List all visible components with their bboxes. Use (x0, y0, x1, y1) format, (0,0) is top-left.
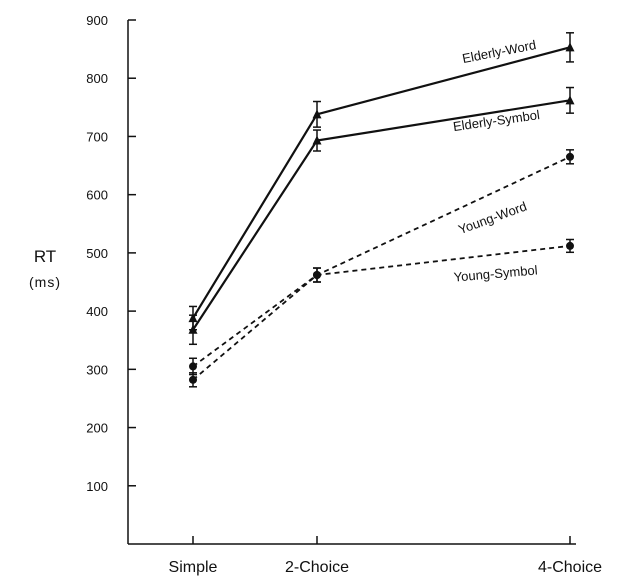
series-group (188, 32, 575, 388)
y-tick-label-800: 800 (86, 71, 108, 86)
data-point-elderly-symbol-1 (312, 135, 322, 145)
x-tick-label-2-choice: 2-Choice (285, 559, 349, 576)
data-point-elderly-word-1 (312, 109, 322, 119)
x-tick-label-simple: Simple (169, 559, 218, 576)
series-young-word (189, 149, 574, 376)
y-tick-label-900: 900 (86, 13, 108, 28)
y-tick-label-500: 500 (86, 246, 108, 261)
data-point-young-symbol-1 (313, 271, 321, 280)
y-tick-label-400: 400 (86, 304, 108, 319)
y-tick-label-300: 300 (86, 362, 108, 377)
data-point-elderly-symbol-0 (188, 324, 198, 334)
data-point-young-symbol-0 (189, 375, 197, 384)
series-young-symbol (189, 238, 574, 388)
series-elderly-word (188, 32, 575, 331)
series-label-young-symbol: Young-Symbol (453, 262, 538, 284)
series-line-young-word (192, 156, 571, 368)
y-tick-label-100: 100 (86, 479, 108, 494)
y-ticks: 100 200 300 400 500 600 700 800 900 (86, 13, 136, 494)
y-tick-label-700: 700 (86, 129, 108, 144)
series-label-elderly-word: Elderly-Word (461, 37, 537, 66)
series-label-young-word: Young-Word (456, 198, 528, 237)
y-tick-label-200: 200 (86, 421, 108, 436)
data-point-elderly-symbol-2 (565, 95, 575, 105)
x-tick-label-4-choice: 4-Choice (538, 559, 602, 576)
x-ticks: Simple 2-Choice 4-Choice (169, 536, 602, 576)
data-point-young-word-0 (189, 362, 197, 371)
y-axis-unit-label: (ms) (29, 274, 61, 290)
data-point-young-symbol-2 (566, 241, 574, 250)
data-point-young-word-2 (566, 152, 574, 161)
data-point-elderly-word-2 (565, 42, 575, 52)
axes (127, 20, 576, 545)
y-tick-label-600: 600 (86, 188, 108, 203)
y-axis-label: RT (34, 247, 56, 266)
series-elderly-symbol (188, 86, 575, 346)
